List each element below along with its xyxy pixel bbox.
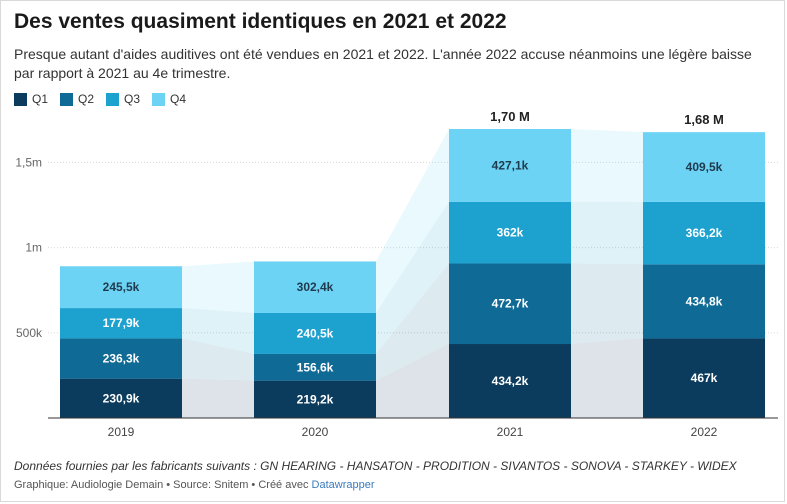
legend-label-q2: Q2	[78, 92, 95, 106]
connector-q4-2020-2021	[376, 129, 449, 313]
bar-segment-q2-2019	[60, 338, 182, 379]
value-label-q2-2021: 472,7k	[492, 297, 529, 311]
legend-label-q3: Q3	[124, 92, 141, 106]
x-tick-label-2020: 2020	[302, 425, 329, 439]
connector-q3-2020-2021	[376, 201, 449, 354]
value-label-q1-2020: 219,2k	[297, 392, 334, 406]
chart-legend: Q1 Q2 Q3 Q4	[14, 92, 186, 106]
x-tick-label-2021: 2021	[497, 425, 524, 439]
connector-q4-2019-2020	[182, 261, 254, 313]
legend-swatch-q4	[152, 92, 166, 106]
x-tick-label-2022: 2022	[691, 425, 718, 439]
connector-q2-2020-2021	[376, 263, 449, 381]
legend-swatch-q3	[106, 92, 120, 106]
bar-segment-q4-2022	[643, 132, 765, 202]
connector-q1-2019-2020	[182, 378, 254, 418]
connector-q2-2021-2022	[571, 263, 643, 345]
value-label-q3-2020: 240,5k	[297, 326, 334, 340]
connector-q1-2021-2022	[571, 338, 643, 418]
value-label-q3-2019: 177,9k	[103, 316, 140, 330]
legend-swatch-q2	[60, 92, 74, 106]
bar-segment-q1-2022	[643, 338, 765, 418]
bar-segment-q4-2020	[254, 261, 376, 313]
legend-label-q1: Q1	[32, 92, 49, 106]
connector-q1-2020-2021	[376, 344, 449, 418]
chart-title: Des ventes quasiment identiques en 2021 …	[14, 10, 507, 33]
x-tick-label-2019: 2019	[108, 425, 135, 439]
total-label-2021: 1,70 M	[490, 109, 530, 124]
value-label-q2-2020: 156,6k	[297, 360, 334, 374]
value-label-q2-2019: 236,3k	[103, 352, 140, 366]
value-label-q3-2021: 362k	[497, 226, 524, 240]
value-label-q3-2022: 366,2k	[686, 226, 723, 240]
datawrapper-link[interactable]: Datawrapper	[311, 479, 375, 491]
y-tick-label-1: 1m	[25, 241, 42, 255]
bar-segment-q1-2019	[60, 378, 182, 418]
y-tick-label-2: 1,5m	[15, 155, 42, 169]
legend-item-q4: Q4	[152, 92, 186, 106]
bar-segment-q3-2021	[449, 201, 571, 264]
bar-segment-q2-2020	[254, 353, 376, 381]
legend-item-q1: Q1	[14, 92, 48, 106]
connector-q3-2021-2022	[571, 201, 643, 265]
value-label-q4-2019: 245,5k	[103, 280, 140, 294]
value-label-q1-2019: 230,9k	[103, 391, 140, 405]
bar-segment-q3-2022	[643, 201, 765, 265]
chart-credits: Graphique: Audiologie Demain • Source: S…	[14, 479, 375, 491]
legend-item-q2: Q2	[60, 92, 94, 106]
value-label-q1-2021: 434,2k	[492, 374, 529, 388]
connector-q3-2019-2020	[182, 308, 254, 354]
bar-segment-q3-2019	[60, 308, 182, 339]
y-tick-label-0: 500k	[16, 326, 43, 340]
bar-segment-q4-2021	[449, 129, 571, 202]
bar-segment-q2-2021	[449, 263, 571, 345]
legend-label-q4: Q4	[170, 92, 187, 106]
bar-segment-q2-2022	[643, 264, 765, 339]
value-label-q4-2020: 302,4k	[297, 280, 334, 294]
bar-segment-q4-2019	[60, 266, 182, 309]
total-label-2022: 1,68 M	[684, 112, 724, 127]
credits-text: Graphique: Audiologie Demain • Source: S…	[14, 479, 312, 491]
legend-swatch-q1	[14, 92, 27, 106]
connector-q4-2021-2022	[571, 129, 643, 202]
bar-segment-q1-2021	[449, 344, 571, 418]
value-label-q4-2021: 427,1k	[492, 158, 529, 172]
bar-segment-q3-2020	[254, 312, 376, 354]
connector-q2-2019-2020	[182, 338, 254, 381]
data-notes: Données fournies par les fabricants suiv…	[14, 459, 737, 473]
value-label-q2-2022: 434,8k	[686, 294, 723, 308]
legend-item-q3: Q3	[106, 92, 140, 106]
bar-segment-q1-2020	[254, 380, 376, 418]
value-label-q1-2022: 467k	[691, 371, 718, 385]
value-label-q4-2022: 409,5k	[686, 160, 723, 174]
chart-subtitle: Presque autant d'aides auditives ont été…	[14, 46, 752, 81]
